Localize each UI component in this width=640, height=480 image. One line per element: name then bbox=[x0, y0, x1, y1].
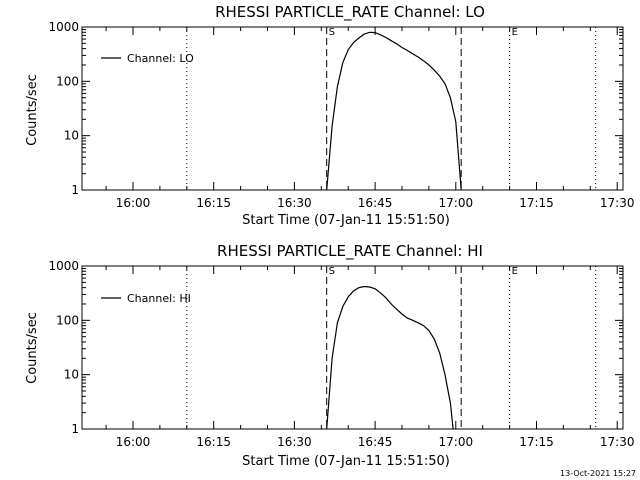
x-tick-label: 17:15 bbox=[519, 435, 554, 449]
x-tick-label: 17:00 bbox=[439, 196, 474, 210]
timestamp: 13-Oct-2021 15:27 bbox=[560, 469, 636, 478]
x-tick-label: 17:30 bbox=[600, 435, 635, 449]
x-tick-label: 16:00 bbox=[116, 196, 151, 210]
y-tick-label: 1 bbox=[71, 183, 79, 197]
panel-lo: RHESSI PARTICLE_RATE Channel: LO Counts/… bbox=[25, 3, 634, 228]
marker-label: E bbox=[512, 27, 518, 38]
y-axis-label: Counts/sec bbox=[25, 312, 40, 384]
plot-frame bbox=[81, 265, 624, 430]
x-tick-label: 16:45 bbox=[358, 196, 393, 210]
x-axis-label: Start Time (07-Jan-11 15:51:50) bbox=[242, 213, 450, 228]
x-tick-label: 17:00 bbox=[439, 435, 474, 449]
x-tick-label: 16:15 bbox=[196, 435, 231, 449]
y-tick-label: 100 bbox=[56, 313, 79, 327]
x-tick-label: 16:00 bbox=[116, 435, 151, 449]
series-line bbox=[326, 31, 462, 191]
panel-hi: RHESSI PARTICLE_RATE Channel: HI Counts/… bbox=[25, 242, 634, 469]
y-tick-label: 1000 bbox=[48, 20, 79, 34]
x-tick-label: 17:15 bbox=[519, 196, 554, 210]
marker-label: S bbox=[329, 266, 335, 277]
marker-label: E bbox=[512, 266, 518, 277]
x-tick-label: 16:30 bbox=[277, 435, 312, 449]
y-tick-label: 1 bbox=[71, 422, 79, 436]
x-axis-label: Start Time (07-Jan-11 15:51:50) bbox=[242, 454, 450, 469]
x-tick-label: 16:15 bbox=[196, 196, 231, 210]
chart-title: RHESSI PARTICLE_RATE Channel: HI bbox=[217, 242, 483, 261]
legend-label: Channel: HI bbox=[127, 292, 191, 305]
marker-label: S bbox=[329, 27, 335, 38]
x-tick-label: 16:45 bbox=[358, 435, 393, 449]
y-tick-label: 10 bbox=[64, 368, 79, 382]
y-tick-label: 100 bbox=[56, 74, 79, 88]
plot-frame bbox=[81, 26, 624, 191]
y-tick-label: 10 bbox=[64, 129, 79, 143]
legend-label: Channel: LO bbox=[127, 52, 194, 65]
series-line bbox=[326, 285, 454, 430]
x-tick-label: 17:30 bbox=[600, 196, 635, 210]
chart-title: RHESSI PARTICLE_RATE Channel: LO bbox=[215, 3, 485, 22]
y-axis-label: Counts/sec bbox=[25, 74, 40, 146]
y-tick-label: 1000 bbox=[48, 259, 79, 273]
x-tick-label: 16:30 bbox=[277, 196, 312, 210]
